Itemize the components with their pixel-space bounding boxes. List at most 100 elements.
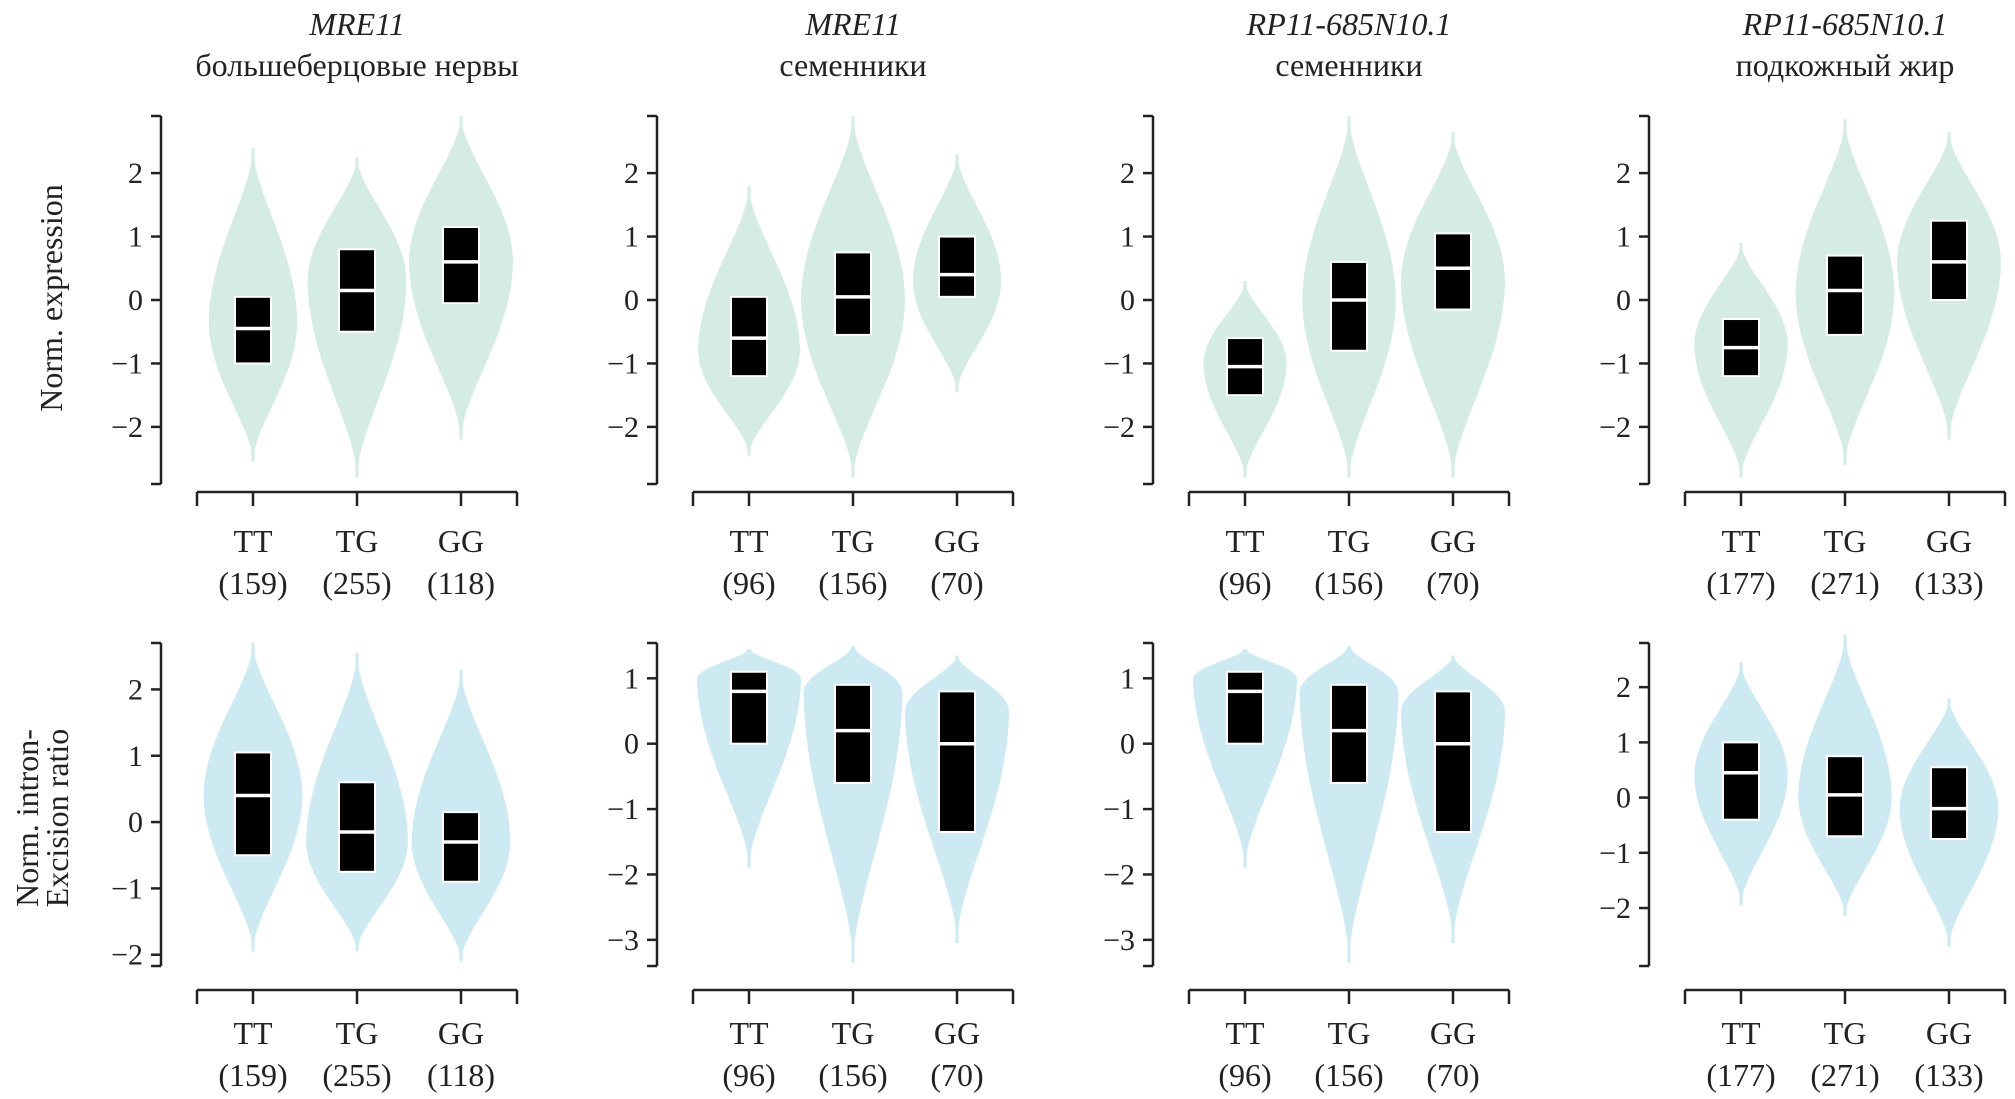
y-tick-label: 1 <box>1120 662 1135 695</box>
sample-count-TG: (156) <box>818 1057 887 1093</box>
box-GG <box>938 235 976 298</box>
sample-count-GG: (118) <box>427 1057 495 1093</box>
y-tick-label: 1 <box>1120 221 1135 254</box>
y-tick-label: 0 <box>624 728 639 761</box>
row-label-bottom-line1: Norm. intron- <box>9 729 45 907</box>
box-GG <box>1434 232 1472 311</box>
y-tick-label: 2 <box>128 157 143 190</box>
category-label-TT: TT <box>1721 1015 1761 1051</box>
sample-count-TG: (156) <box>1314 565 1383 601</box>
sample-count-TT: (177) <box>1706 1057 1775 1093</box>
box-TT <box>1226 670 1264 745</box>
sample-count-TG: (255) <box>322 1057 391 1093</box>
box-TT <box>1722 741 1760 821</box>
panel-top-2: MRE11 семенники −2 −1 0 1 2 TT (96) TG (156) GG (70) <box>607 6 1015 601</box>
y-tick-label: −2 <box>1599 411 1631 444</box>
box-GG <box>1434 690 1472 833</box>
y-tick-label: 1 <box>1616 726 1631 759</box>
y-tick-label: 0 <box>1616 782 1631 815</box>
sample-count-GG: (70) <box>930 1057 983 1093</box>
panel-subtitle: подкожный жир <box>1736 47 1955 83</box>
panel-title: MRE11 <box>804 6 900 42</box>
panel-title: RP11-685N10.1 <box>1246 6 1452 42</box>
y-tick-label: 1 <box>128 221 143 254</box>
category-label-GG: GG <box>438 523 484 559</box>
category-label-TG: TG <box>832 523 875 559</box>
y-tick-label: 2 <box>624 157 639 190</box>
y-tick-label: 1 <box>624 662 639 695</box>
panel-bottom-1: −2 −1 0 1 2 TT (159) TG (255) GG (118) <box>111 641 519 1093</box>
sample-count-GG: (70) <box>1426 565 1479 601</box>
y-tick-label: −3 <box>1103 924 1135 957</box>
category-label-TG: TG <box>1824 523 1867 559</box>
category-label-TT: TT <box>1225 1015 1265 1051</box>
category-label-TT: TT <box>1225 523 1265 559</box>
sample-count-TT: (96) <box>1218 1057 1271 1093</box>
box-GG <box>938 690 976 833</box>
y-tick-label: −2 <box>1599 892 1631 925</box>
y-tick-label: 1 <box>128 740 143 773</box>
sample-count-TT: (177) <box>1706 565 1775 601</box>
box-TG <box>834 683 872 784</box>
y-tick-label: 1 <box>1616 221 1631 254</box>
y-tick-label: 0 <box>128 284 143 317</box>
panel-subtitle: семенники <box>779 47 926 83</box>
y-tick-label: 2 <box>128 673 143 706</box>
sample-count-TT: (96) <box>722 1057 775 1093</box>
panel-bottom-4: −2 −1 0 1 2 TT (177) TG (271) GG (133) <box>1599 634 2007 1093</box>
box-TG <box>1826 254 1864 336</box>
sample-count-GG: (70) <box>1426 1057 1479 1093</box>
y-tick-label: 0 <box>1120 284 1135 317</box>
panel-subtitle: семенники <box>1275 47 1422 83</box>
sample-count-TG: (271) <box>1810 565 1879 601</box>
category-label-GG: GG <box>1430 523 1476 559</box>
y-tick-label: −2 <box>1103 411 1135 444</box>
box-TG <box>1330 683 1368 784</box>
category-label-GG: GG <box>934 523 980 559</box>
y-tick-label: −1 <box>1103 347 1135 380</box>
sample-count-TT: (96) <box>1218 565 1271 601</box>
category-label-TG: TG <box>1328 1015 1371 1051</box>
y-tick-label: 0 <box>1120 728 1135 761</box>
y-tick-label: −1 <box>1599 347 1631 380</box>
y-tick-label: −2 <box>111 939 143 972</box>
category-label-GG: GG <box>934 1015 980 1051</box>
category-label-TT: TT <box>729 1015 769 1051</box>
y-tick-label: −1 <box>607 793 639 826</box>
box-TG <box>338 781 376 873</box>
category-label-TG: TG <box>336 1015 379 1051</box>
panel-title: RP11-685N10.1 <box>1742 6 1948 42</box>
sample-count-TG: (156) <box>1314 1057 1383 1093</box>
box-TG <box>834 251 872 336</box>
y-tick-label: −2 <box>111 411 143 444</box>
box-GG <box>442 811 480 883</box>
sample-count-GG: (133) <box>1914 1057 1983 1093</box>
panel-top-4: RP11-685N10.1 подкожный жир −2 −1 0 1 2 TT (177)… <box>1599 6 2007 601</box>
violin-TT <box>1193 648 1297 868</box>
sample-count-TG: (255) <box>322 565 391 601</box>
category-label-TG: TG <box>1824 1015 1867 1051</box>
panel-top-3: RP11-685N10.1 семенники −2 −1 0 1 2 TT (96) TG (15… <box>1103 6 1511 601</box>
box-TG <box>1330 260 1368 352</box>
box-TT <box>730 670 768 745</box>
y-tick-label: −2 <box>607 411 639 444</box>
panel-bottom-2: −3 −2 −1 0 1 TT (96) TG (156) GG (70) <box>607 641 1015 1093</box>
panel-top-1: MRE11 большеберцовые нервы −2 −1 0 1 2 TT (159) T… <box>111 6 519 601</box>
sample-count-GG: (70) <box>930 565 983 601</box>
sample-count-TT: (159) <box>218 1057 287 1093</box>
category-label-TT: TT <box>1721 523 1761 559</box>
category-label-TT: TT <box>233 523 273 559</box>
row-label-bottom-line2: Excision ratio <box>39 729 75 908</box>
y-tick-label: −1 <box>1599 837 1631 870</box>
y-tick-label: 0 <box>1616 284 1631 317</box>
category-label-TT: TT <box>233 1015 273 1051</box>
sample-count-TG: (271) <box>1810 1057 1879 1093</box>
category-label-GG: GG <box>1926 523 1972 559</box>
category-label-GG: GG <box>1926 1015 1972 1051</box>
y-tick-label: 2 <box>1120 157 1135 190</box>
category-label-GG: GG <box>1430 1015 1476 1051</box>
y-tick-label: 1 <box>624 221 639 254</box>
box-TT <box>234 751 272 857</box>
y-tick-label: −1 <box>1103 793 1135 826</box>
